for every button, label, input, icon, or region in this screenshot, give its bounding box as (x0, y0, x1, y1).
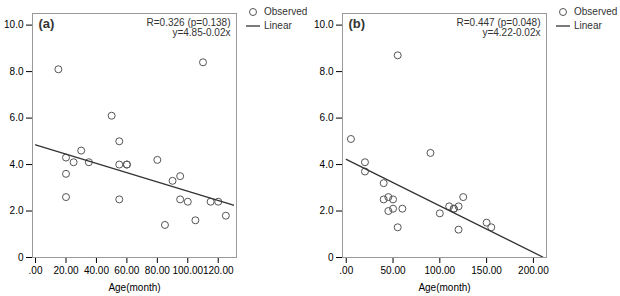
svg-text:.00: .00 (29, 265, 43, 276)
svg-text:20.00: 20.00 (53, 265, 78, 276)
svg-text:120.00: 120.00 (203, 265, 234, 276)
svg-text:10.0: 10.0 (4, 19, 24, 30)
svg-text:Age(month): Age(month) (108, 282, 160, 293)
svg-text:50.00: 50.00 (381, 265, 406, 276)
html-text:Observed: Observed (574, 6, 618, 17)
svg-text:4.0: 4.0 (10, 159, 24, 170)
svg-text:200.00: 200.00 (518, 265, 549, 276)
html-text:Observed: Observed (264, 6, 308, 17)
svg-text:R=0.447 (p=0.048)y=4.22-0.02x: R=0.447 (p=0.048)y=4.22-0.02x (457, 17, 541, 38)
svg-text:R=0.326 (p=0.138)y=4.85-0.02x: R=0.326 (p=0.138)y=4.85-0.02x (147, 17, 231, 38)
svg-text:10.0: 10.0 (314, 19, 334, 30)
svg-text:60.00: 60.00 (114, 265, 139, 276)
svg-text:40.00: 40.00 (84, 265, 109, 276)
svg-text:100.00: 100.00 (172, 265, 203, 276)
svg-text:2.0: 2.0 (320, 205, 334, 216)
svg-text:100.00: 100.00 (425, 265, 456, 276)
svg-text:0: 0 (18, 252, 24, 263)
svg-text:8.0: 8.0 (320, 66, 334, 77)
svg-text:150.00: 150.00 (471, 265, 502, 276)
svg-text:.00: .00 (339, 265, 353, 276)
svg-text:6.0: 6.0 (320, 112, 334, 123)
svg-text:4.0: 4.0 (320, 159, 334, 170)
svg-text:6.0: 6.0 (10, 112, 24, 123)
svg-text:2.0: 2.0 (10, 205, 24, 216)
html-text:Linear: Linear (574, 20, 602, 31)
svg-text:0: 0 (328, 252, 334, 263)
svg-text:(b): (b) (349, 16, 366, 31)
svg-text:Age(month): Age(month) (418, 282, 470, 293)
svg-text:8.0: 8.0 (10, 66, 24, 77)
html-text:Linear: Linear (264, 20, 292, 31)
svg-text:(a): (a) (39, 16, 55, 31)
svg-text:80.00: 80.00 (145, 265, 170, 276)
